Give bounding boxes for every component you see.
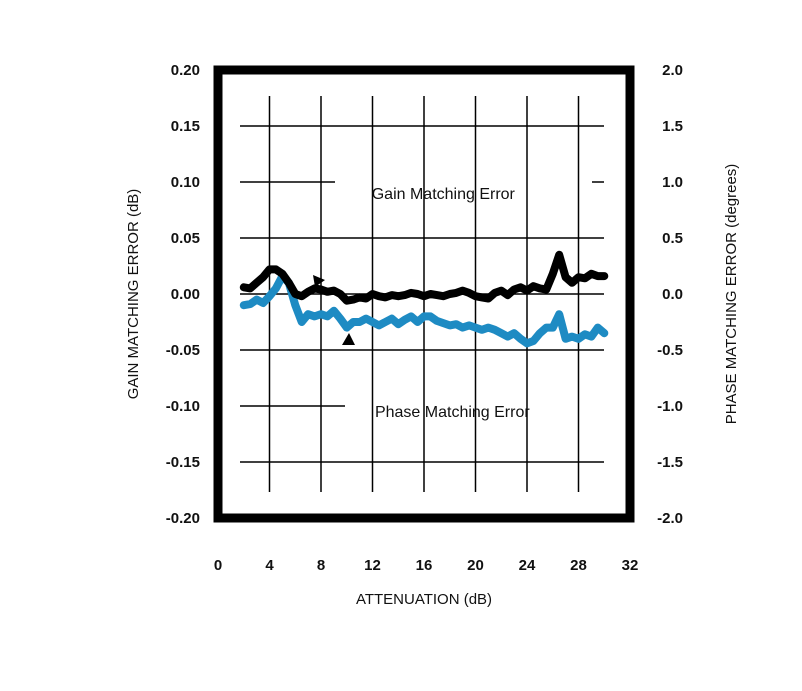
x-tick-label: 4 <box>265 557 274 574</box>
y-right-tick-label: 1.0 <box>662 174 683 191</box>
y-left-tick-label: -0.20 <box>166 510 200 527</box>
y-left-tick-label: -0.05 <box>166 342 200 359</box>
y-left-tick-label: -0.10 <box>166 398 200 415</box>
x-tick-label: 24 <box>519 557 536 574</box>
y-axis-left-title: GAIN MATCHING ERROR (dB) <box>125 189 142 400</box>
x-tick-label: 0 <box>214 557 222 574</box>
series-layer <box>239 250 609 348</box>
x-axis-title: ATTENUATION (dB) <box>356 591 492 608</box>
phase-error-series-line <box>239 272 609 348</box>
x-tick-label: 16 <box>416 557 433 574</box>
y-left-tick-label: 0.10 <box>171 174 200 191</box>
y-right-tick-label: -1.0 <box>657 398 683 415</box>
phase-error-annotation: Phase Matching Error <box>375 404 530 421</box>
gain-arrow-marker <box>313 275 325 287</box>
y-right-tick-label: -2.0 <box>657 510 683 527</box>
markers <box>313 275 355 345</box>
y-axis-right-title: PHASE MATCHING ERROR (degrees) <box>723 164 740 425</box>
gain-error-annotation: Gain Matching Error <box>372 186 516 203</box>
y-left-tick-label: 0.00 <box>171 286 200 303</box>
y-right-tick-label: 2.0 <box>662 62 683 79</box>
y-right-tick-label: 0.5 <box>662 230 683 247</box>
y-right-tick-label: 1.5 <box>662 118 683 135</box>
x-tick-label: 20 <box>467 557 484 574</box>
tick-labels: 0 4 8 12 16 20 24 28 32 0.20 0.15 0.10 0.05 0.00 -0.05… <box>166 62 683 574</box>
x-tick-label: 32 <box>622 557 639 574</box>
y-right-tick-label: -0.5 <box>657 342 683 359</box>
x-tick-label: 28 <box>570 557 587 574</box>
annotations: Gain Matching Error Phase Matching Error <box>372 186 531 421</box>
plot-frame <box>213 65 635 523</box>
y-left-tick-label: 0.05 <box>171 230 200 247</box>
x-tick-label: 8 <box>317 557 325 574</box>
y-left-tick-label: -0.15 <box>166 454 200 471</box>
y-right-tick-label: 0.0 <box>662 286 683 303</box>
phase-arrow-marker <box>342 333 355 345</box>
x-tick-label: 12 <box>364 557 381 574</box>
y-left-tick-label: 0.15 <box>171 118 200 135</box>
y-left-tick-label: 0.20 <box>171 62 200 79</box>
y-right-tick-label: -1.5 <box>657 454 683 471</box>
gain-error-series-line <box>239 250 609 305</box>
